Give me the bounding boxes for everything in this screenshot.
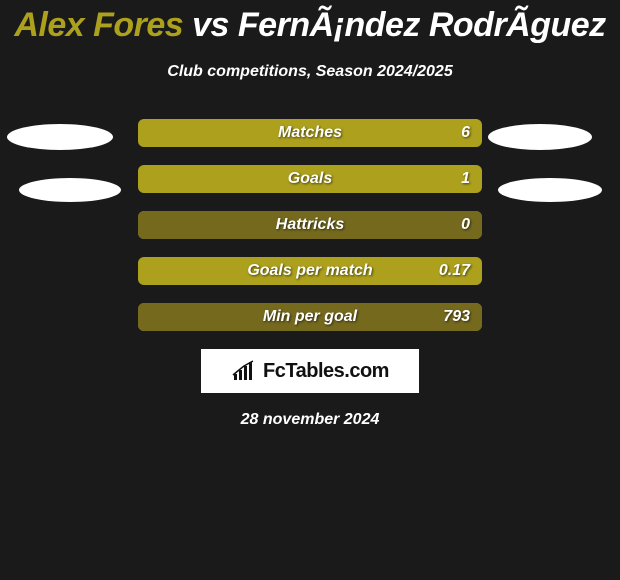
date-label: 28 november 2024 bbox=[0, 411, 620, 429]
logo-box: FcTables.com bbox=[201, 349, 419, 393]
player1-name: Alex Fores bbox=[14, 6, 183, 44]
stat-row: Min per goal 793 bbox=[138, 303, 482, 331]
stat-label: Min per goal bbox=[263, 308, 357, 326]
subtitle: Club competitions, Season 2024/2025 bbox=[0, 63, 620, 81]
stat-value: 0 bbox=[461, 216, 470, 234]
stat-row: Hattricks 0 bbox=[138, 211, 482, 239]
left-ellipse-2 bbox=[19, 178, 121, 202]
stat-value: 6 bbox=[461, 124, 470, 142]
player2-name: FernÃ¡ndez RodrÃ­guez bbox=[238, 6, 606, 44]
right-ellipse-2 bbox=[498, 178, 602, 202]
stat-label: Goals bbox=[288, 170, 332, 188]
stat-value: 1 bbox=[461, 170, 470, 188]
stats-container: Matches 6 Goals 1 Hattricks 0 Goals per match 0… bbox=[138, 119, 482, 331]
stat-label: Hattricks bbox=[276, 216, 344, 234]
page-title: Alex Fores vs FernÃ¡ndez RodrÃ­guez bbox=[0, 0, 620, 45]
right-ellipse-1 bbox=[488, 124, 592, 150]
stat-row: Goals 1 bbox=[138, 165, 482, 193]
left-ellipse-1 bbox=[7, 124, 113, 150]
stat-value: 0.17 bbox=[439, 262, 470, 280]
stat-row: Goals per match 0.17 bbox=[138, 257, 482, 285]
stat-value: 793 bbox=[443, 308, 470, 326]
barchart-icon bbox=[231, 360, 257, 382]
stat-row: Matches 6 bbox=[138, 119, 482, 147]
stat-label: Goals per match bbox=[247, 262, 372, 280]
logo-text: FcTables.com bbox=[263, 360, 389, 383]
stat-label: Matches bbox=[278, 124, 342, 142]
vs-label: vs bbox=[192, 6, 229, 44]
